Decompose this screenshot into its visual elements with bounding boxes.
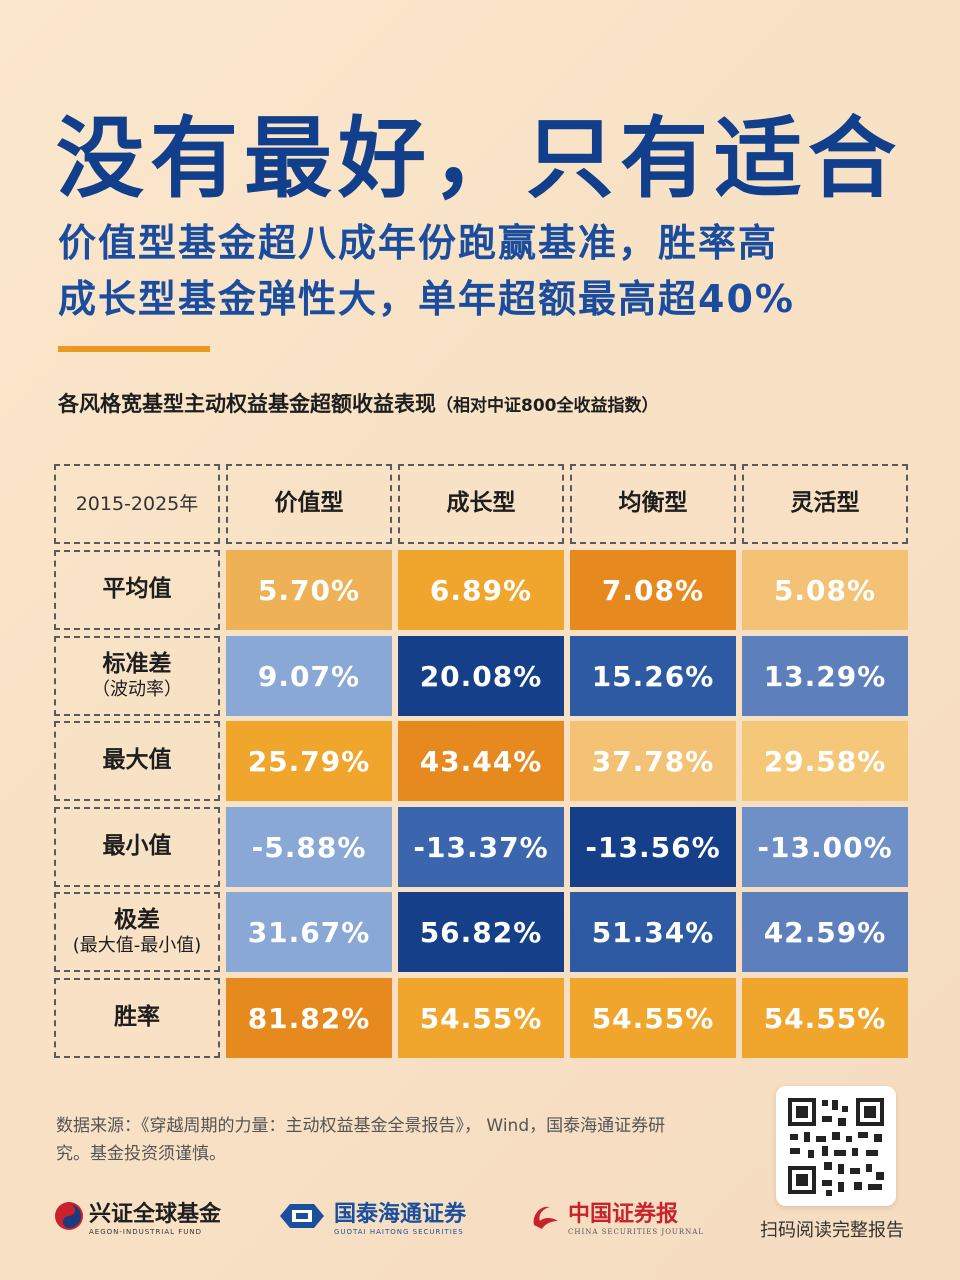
csj-name-en: CHINA SECURITIES JOURNAL bbox=[568, 1228, 704, 1236]
csj-logo: 中国证券报 CHINA SECURITIES JOURNAL bbox=[528, 1196, 704, 1236]
data-source-note: 数据来源：《穿越周期的力量：主动权益基金全景报告》， Wind，国泰海通证券研究… bbox=[56, 1116, 666, 1164]
table-title-text: 各风格宽基型主动权益基金超额收益表现 bbox=[58, 392, 436, 416]
guotai-logo: 国泰海通证券 GUOTAI HAITONG SECURITIES bbox=[276, 1196, 466, 1236]
value-cell: 13.29% bbox=[742, 636, 908, 716]
value-cell: 54.55% bbox=[570, 978, 736, 1058]
subtitle-line-1: 价值型基金超八成年份跑赢基准，胜率高 bbox=[58, 221, 779, 265]
row-label: 平均值 bbox=[102, 576, 172, 603]
value-cell: 5.70% bbox=[226, 550, 392, 630]
table-title-note: （相对中证800全收益指数） bbox=[436, 396, 659, 416]
qr-code-icon bbox=[784, 1094, 888, 1198]
row-sublabel: （波动率） bbox=[92, 679, 182, 700]
qr-code[interactable] bbox=[776, 1086, 896, 1206]
guotai-emblem-icon bbox=[280, 1204, 324, 1228]
value-cell: -13.56% bbox=[570, 807, 736, 887]
row-sublabel: (最大值-最小值) bbox=[72, 935, 202, 956]
table-title: 各风格宽基型主动权益基金超额收益表现（相对中证800全收益指数） bbox=[58, 388, 659, 418]
guotai-name: 国泰海通证券 bbox=[334, 1202, 467, 1227]
row-label: 最小值 bbox=[102, 833, 172, 860]
row-header: 标准差 （波动率） bbox=[54, 636, 220, 716]
aegon-emblem-icon bbox=[55, 1202, 83, 1230]
value-cell: 6.89% bbox=[398, 550, 564, 630]
qr-caption: 扫码阅读完整报告 bbox=[760, 1220, 904, 1241]
aegon-name: 兴证全球基金 bbox=[89, 1202, 222, 1227]
aegon-name-en: AEGON-INDUSTRIAL FUND bbox=[89, 1228, 203, 1236]
row-label: 标准差 bbox=[102, 651, 172, 678]
column-header: 成长型 bbox=[398, 464, 564, 544]
value-cell: 31.67% bbox=[226, 892, 392, 972]
value-cell: 15.26% bbox=[570, 636, 736, 716]
subtitle-line-2: 成长型基金弹性大，单年超额最高超40% bbox=[58, 277, 795, 321]
value-cell: 25.79% bbox=[226, 721, 392, 801]
value-cell: 54.55% bbox=[742, 978, 908, 1058]
value-cell: 81.82% bbox=[226, 978, 392, 1058]
row-label: 极差 bbox=[114, 907, 160, 934]
value-cell: 37.78% bbox=[570, 721, 736, 801]
row-header: 平均值 bbox=[54, 550, 220, 630]
guotai-name-en: GUOTAI HAITONG SECURITIES bbox=[334, 1228, 464, 1236]
row-header: 最大值 bbox=[54, 721, 220, 801]
row-header: 最小值 bbox=[54, 807, 220, 887]
csj-name: 中国证券报 bbox=[568, 1201, 679, 1227]
value-cell: -5.88% bbox=[226, 807, 392, 887]
column-header: 灵活型 bbox=[742, 464, 908, 544]
column-header: 价值型 bbox=[226, 464, 392, 544]
accent-divider bbox=[58, 346, 210, 352]
value-cell: 54.55% bbox=[398, 978, 564, 1058]
value-cell: 56.82% bbox=[398, 892, 564, 972]
column-header: 均衡型 bbox=[570, 464, 736, 544]
value-cell: -13.37% bbox=[398, 807, 564, 887]
value-cell: 7.08% bbox=[570, 550, 736, 630]
aegon-logo: 兴证全球基金 AEGON-INDUSTRIAL FUND bbox=[54, 1196, 221, 1236]
value-cell: 42.59% bbox=[742, 892, 908, 972]
row-header: 极差 (最大值-最小值) bbox=[54, 892, 220, 972]
table-corner-header: 2015-2025年 bbox=[54, 464, 220, 544]
row-label: 最大值 bbox=[102, 747, 172, 774]
value-cell: 51.34% bbox=[570, 892, 736, 972]
value-cell: 20.08% bbox=[398, 636, 564, 716]
value-cell: -13.00% bbox=[742, 807, 908, 887]
value-cell: 5.08% bbox=[742, 550, 908, 630]
row-header: 胜率 bbox=[54, 978, 220, 1058]
value-cell: 43.44% bbox=[398, 721, 564, 801]
csj-emblem-icon bbox=[533, 1206, 558, 1229]
value-cell: 29.58% bbox=[742, 721, 908, 801]
row-label: 胜率 bbox=[114, 1004, 160, 1031]
headline: 没有最好，只有适合 bbox=[56, 107, 903, 210]
value-cell: 9.07% bbox=[226, 636, 392, 716]
